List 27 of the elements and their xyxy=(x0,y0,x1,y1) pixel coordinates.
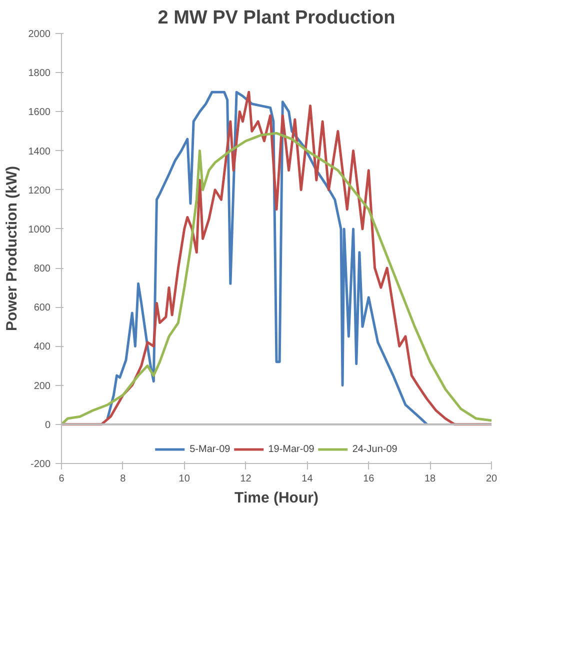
line-series xyxy=(106,90,428,426)
x-axis-title: Time (Hour) xyxy=(234,490,318,506)
y-tick-label: 600 xyxy=(34,302,51,314)
x-tick-label: 14 xyxy=(302,474,314,484)
x-tick-label: 6 xyxy=(58,474,65,484)
x-tick-label: 8 xyxy=(120,474,126,484)
legend-label: 5-Mar-09 xyxy=(190,444,230,454)
y-tick-label: 1200 xyxy=(28,185,51,196)
y-tick-label: 1400 xyxy=(28,146,51,158)
chart-title: 2 MW PV Plant Production xyxy=(158,8,396,28)
y-tick-label: 1000 xyxy=(28,224,51,236)
y-tick-label: 400 xyxy=(34,342,51,353)
legend-label: 24-Jun-09 xyxy=(352,444,398,454)
y-tick-label: 2000 xyxy=(28,29,51,40)
x-tick-label: 10 xyxy=(178,474,190,484)
y-tick-label: 1800 xyxy=(28,68,51,80)
x-tick-label: 12 xyxy=(240,474,252,484)
y-axis-title: Power Production (kW) xyxy=(3,166,20,331)
y-tick-label: 1600 xyxy=(28,107,51,118)
y-tick-label: 800 xyxy=(34,264,51,275)
y-tick-label: 0 xyxy=(44,420,51,431)
y-tick-label: -200 xyxy=(30,459,51,470)
x-tick-label: 20 xyxy=(486,474,498,484)
x-tick-label: 16 xyxy=(363,474,375,484)
x-tick-label: 18 xyxy=(424,474,436,484)
legend-label: 19-Mar-09 xyxy=(268,444,314,454)
y-tick-label: 200 xyxy=(34,380,51,392)
